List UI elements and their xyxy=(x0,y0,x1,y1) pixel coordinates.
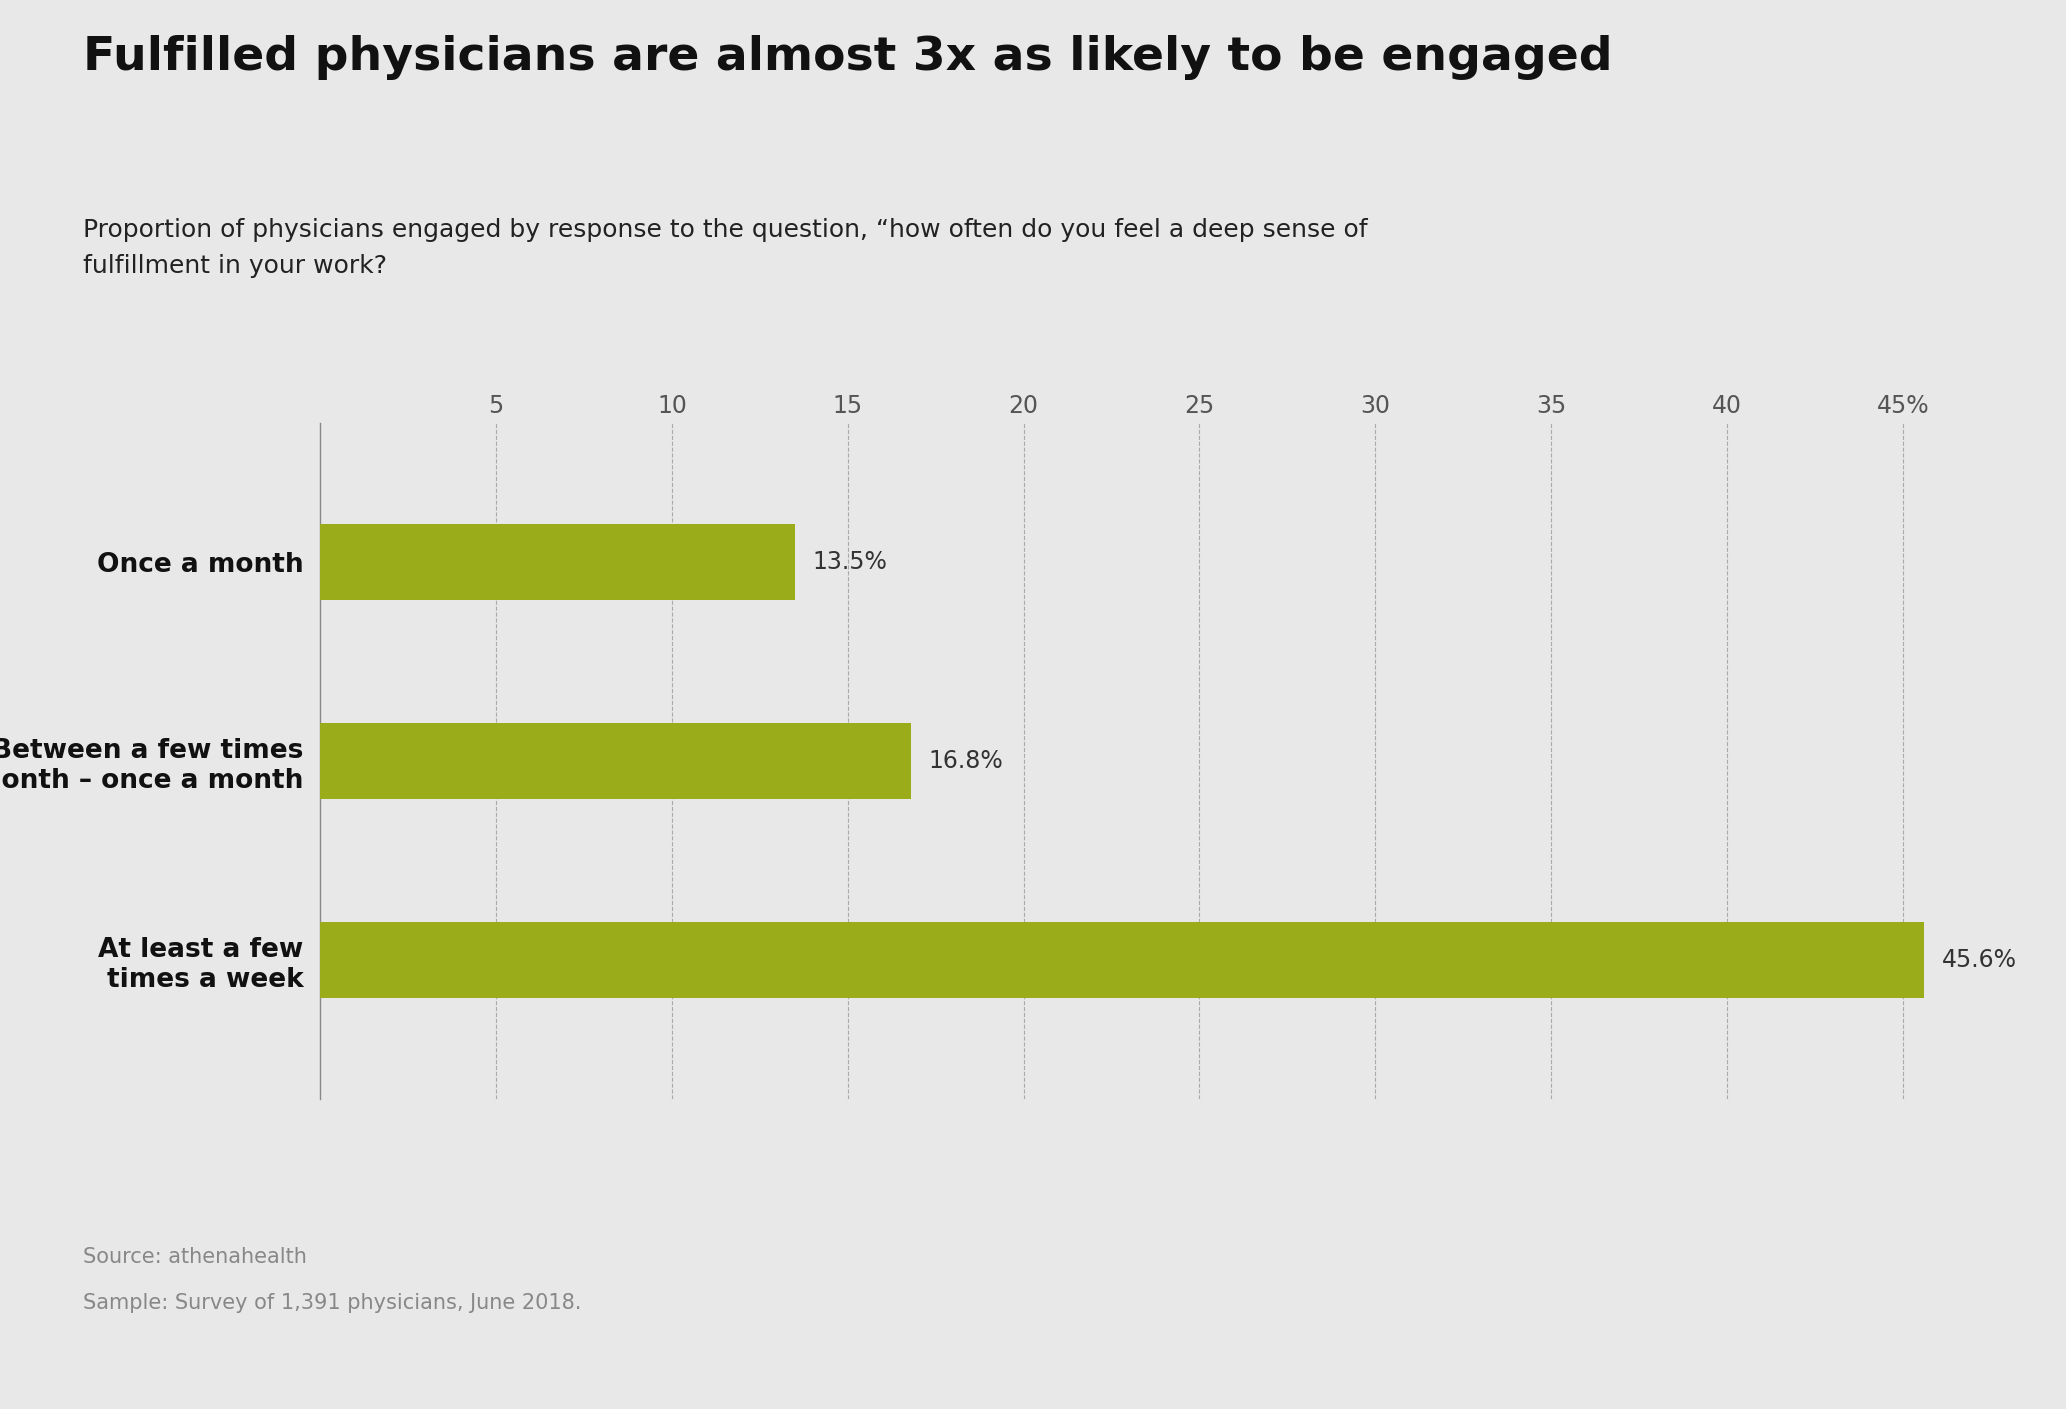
Text: 13.5%: 13.5% xyxy=(812,550,888,573)
Text: Sample: Survey of 1,391 physicians, June 2018.: Sample: Survey of 1,391 physicians, June… xyxy=(83,1293,581,1313)
Text: Source: athenahealth: Source: athenahealth xyxy=(83,1247,306,1267)
Bar xyxy=(320,921,1923,998)
Bar xyxy=(320,524,795,600)
Text: 16.8%: 16.8% xyxy=(928,748,1004,774)
Text: 45.6%: 45.6% xyxy=(1942,948,2016,972)
Text: Proportion of physicians engaged by response to the question, “how often do you : Proportion of physicians engaged by resp… xyxy=(83,218,1368,278)
Bar xyxy=(320,723,911,799)
Text: Fulfilled physicians are almost 3x as likely to be engaged: Fulfilled physicians are almost 3x as li… xyxy=(83,35,1611,80)
